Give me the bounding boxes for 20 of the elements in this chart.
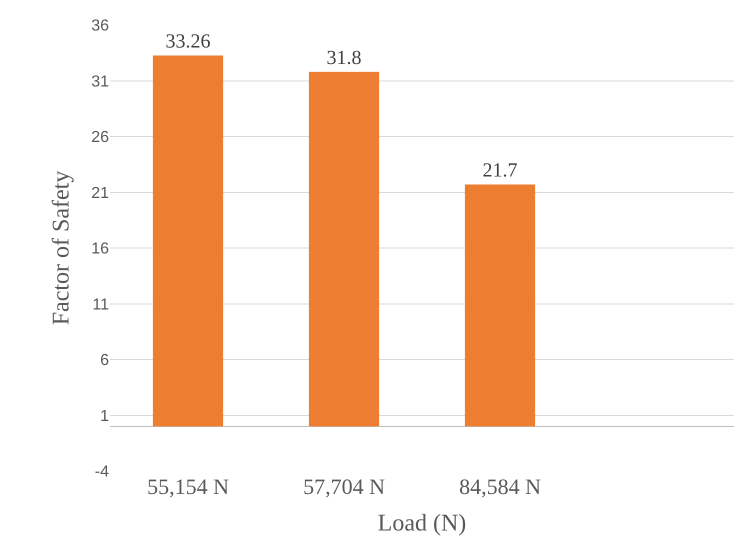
y-axis-title: Factor of Safety bbox=[48, 170, 74, 326]
y-tick-label: 36 bbox=[91, 18, 110, 35]
data-label: 31.8 bbox=[326, 46, 362, 69]
x-tick-label: 84,584 N bbox=[459, 474, 542, 499]
y-tick-label: 16 bbox=[91, 240, 110, 258]
x-axis-title: Load (N) bbox=[378, 510, 466, 536]
y-tick-label: 11 bbox=[92, 296, 110, 314]
bar bbox=[152, 56, 224, 426]
y-tick-label: 31 bbox=[91, 73, 110, 90]
x-tick-label: 55,154 N bbox=[147, 474, 230, 499]
y-tick-label: 26 bbox=[91, 129, 110, 146]
y-tick-label: 6 bbox=[100, 352, 110, 370]
data-label: 33.26 bbox=[166, 30, 210, 53]
data-label: 21.7 bbox=[482, 159, 518, 182]
bar bbox=[464, 184, 536, 426]
bar bbox=[308, 72, 380, 426]
x-tick-label: 57,704 N bbox=[303, 474, 386, 499]
y-tick-label: -4 bbox=[94, 464, 110, 481]
y-tick-label: 21 bbox=[91, 184, 110, 202]
y-tick-label: 1 bbox=[100, 408, 110, 425]
